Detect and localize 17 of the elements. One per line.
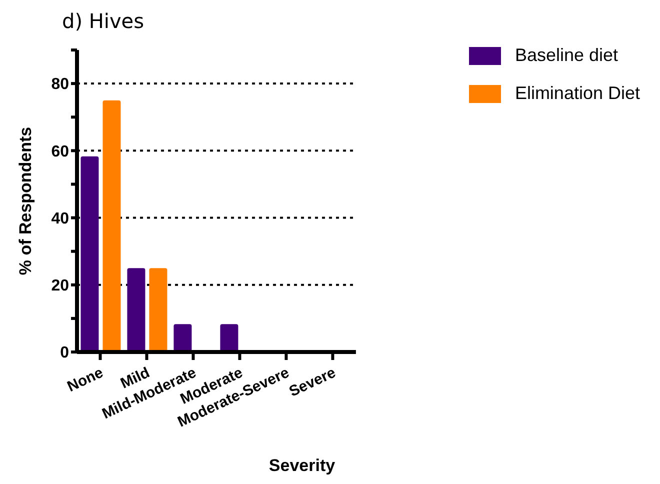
x-tick-label: None bbox=[64, 364, 106, 396]
y-tick-label: 20 bbox=[51, 278, 70, 295]
bar bbox=[80, 156, 99, 352]
legend-label: Elimination Diet bbox=[514, 83, 640, 104]
y-tick-label: 40 bbox=[51, 210, 70, 228]
y-axis-title: % of Respondents bbox=[16, 126, 36, 276]
y-tick-label: 60 bbox=[51, 143, 70, 160]
y-tick-label: 80 bbox=[51, 76, 70, 94]
chart-title: d) Hives bbox=[62, 9, 144, 33]
y-tick-label: 0 bbox=[60, 344, 70, 362]
bar bbox=[149, 268, 168, 352]
bar bbox=[102, 100, 121, 352]
bar bbox=[174, 324, 192, 352]
x-axis-title: Severity bbox=[268, 456, 336, 476]
bar bbox=[220, 324, 238, 352]
bar bbox=[127, 268, 146, 352]
legend-label: Baseline diet bbox=[514, 45, 618, 66]
